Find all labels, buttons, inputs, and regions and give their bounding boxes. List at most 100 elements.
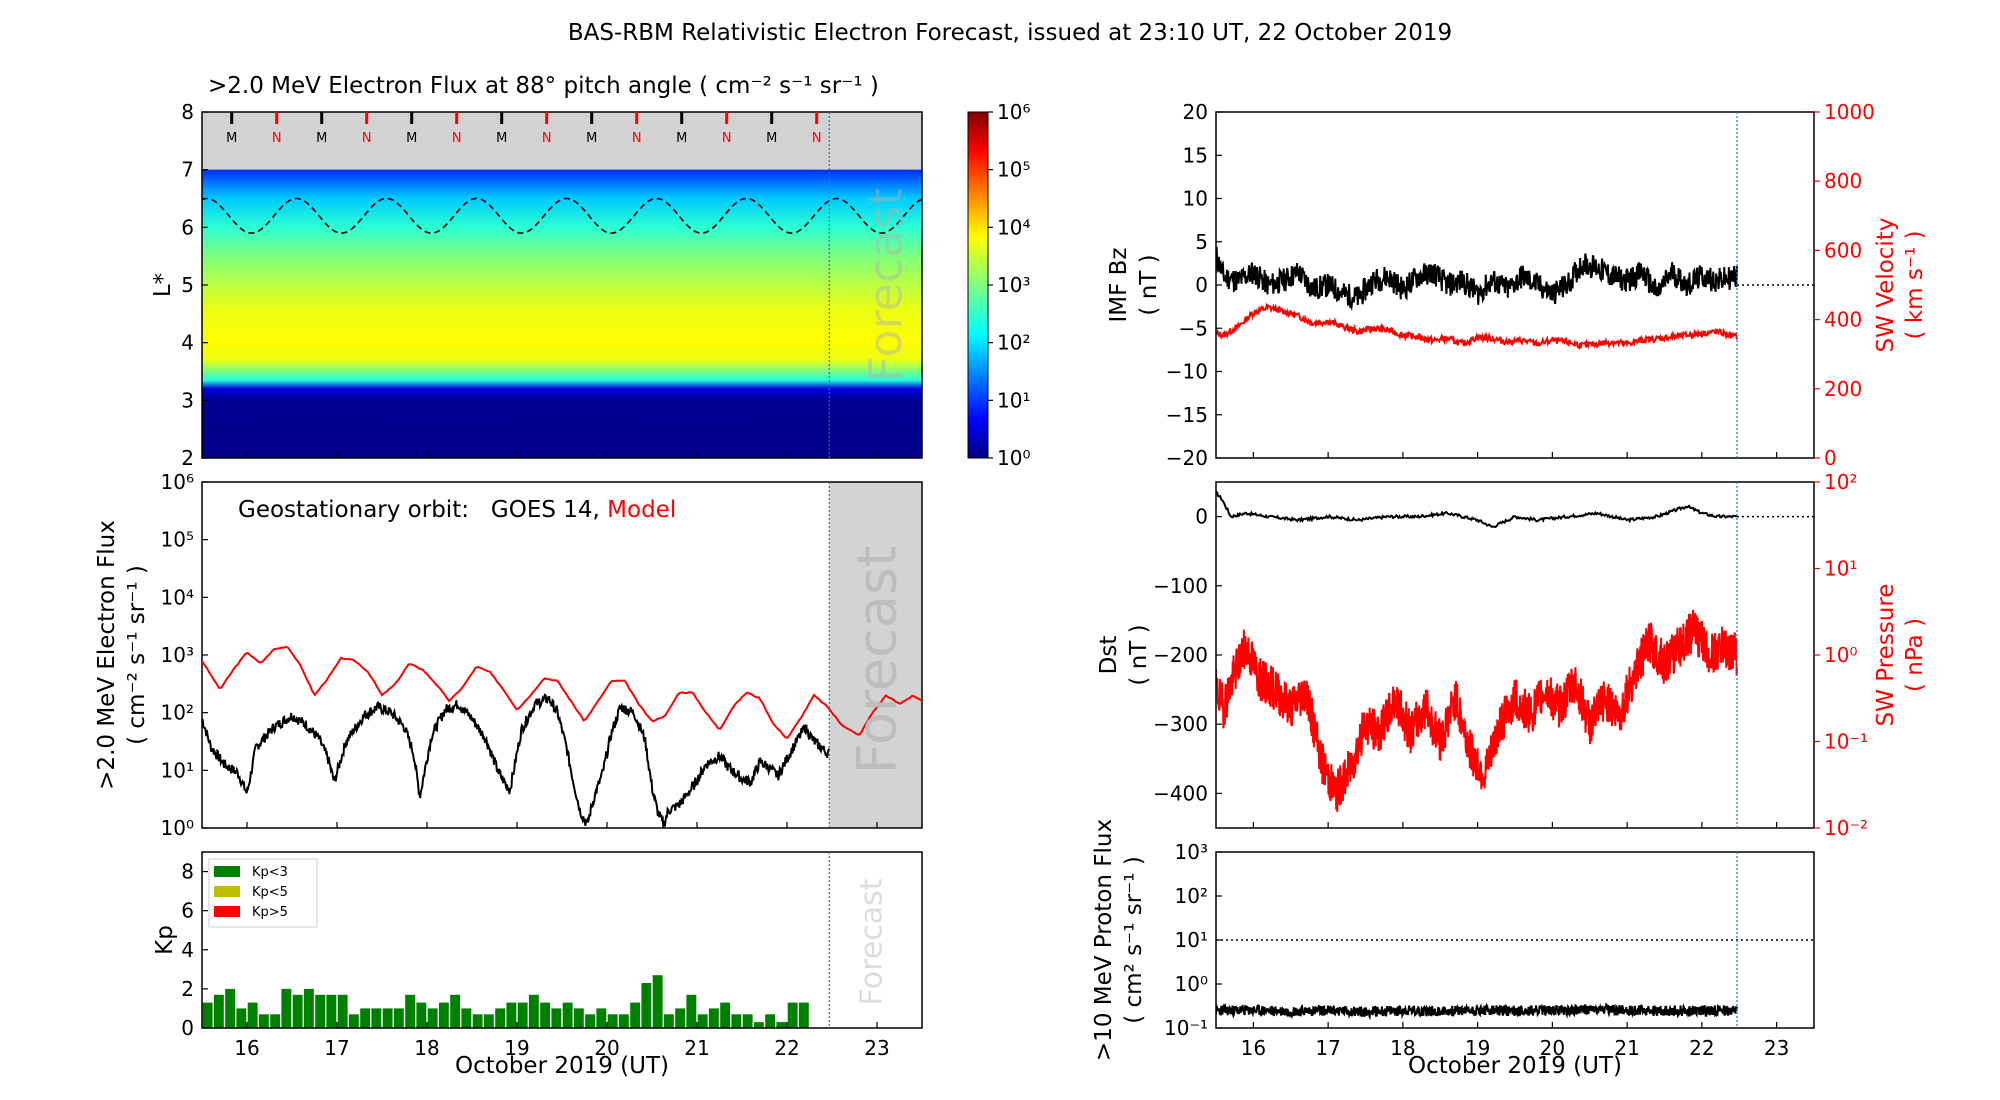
kp-bar [720, 1003, 730, 1028]
kp-bar [383, 1008, 393, 1028]
kp-bar [709, 1008, 719, 1028]
kp-bar [596, 1008, 606, 1028]
kp-bar [630, 1003, 640, 1028]
dst-ylabel-1: Dst [1096, 636, 1122, 675]
sw-pressure-ylabel-1: SW Pressure [1873, 584, 1899, 727]
kp-bar [326, 995, 336, 1028]
kp-bar [788, 1003, 798, 1028]
kp-bars [203, 975, 809, 1028]
kp-bar [416, 1003, 426, 1028]
flux-map-ytick-label: 7 [181, 158, 194, 182]
imf-ytick-label: −20 [1166, 446, 1208, 470]
geo-flux-ylabel-2: ( cm⁻² s⁻¹ sr⁻¹ ) [124, 565, 150, 745]
mlt-label: N [542, 131, 552, 146]
kp-ytick-label: 4 [181, 938, 194, 962]
kp-legend-swatch-1 [214, 866, 240, 877]
kp-bar [394, 1008, 404, 1028]
mlt-label: M [676, 131, 687, 146]
kp-xtick-label: 17 [324, 1036, 349, 1060]
geo-flux-ytick-label: 10³ [161, 643, 194, 667]
geo-flux-ytick-label: 10⁶ [161, 470, 194, 494]
proton-flux-line [1216, 1004, 1737, 1016]
kp-ytick-label: 2 [181, 977, 194, 1001]
xaxis-label-right: October 2019 (UT) [1408, 1053, 1622, 1079]
kp-bar [551, 1008, 561, 1028]
mlt-label: M [226, 131, 237, 146]
kp-xtick-label: 16 [234, 1036, 259, 1060]
sw-velocity-line [1216, 306, 1737, 349]
mlt-label: N [632, 131, 642, 146]
flux-map-ytick-label: 2 [181, 446, 194, 470]
imf-ytick-label: −5 [1179, 316, 1208, 340]
colorbar-tick-label: 10⁶ [997, 100, 1030, 124]
kp-bar [619, 1014, 629, 1028]
dst-ytick-label: −200 [1153, 643, 1208, 667]
proton-xtick-label: 23 [1764, 1036, 1789, 1060]
kp-bar [473, 1014, 483, 1028]
sw-velocity-ytick-label: 600 [1824, 238, 1862, 262]
geo-flux-legend: Geostationary orbit: GOES 14, Model [238, 497, 676, 523]
figure: BAS-RBM Relativistic Electron Forecast, … [0, 0, 2000, 1100]
kp-legend-swatch-3 [214, 906, 240, 917]
proton-xtick-label: 17 [1315, 1036, 1340, 1060]
kp-ytick-label: 6 [181, 899, 194, 923]
kp-bar [315, 995, 325, 1028]
kp-legend-label-2: Kp<5 [252, 885, 288, 900]
sw-pressure-ytick-label: 10⁰ [1824, 643, 1857, 667]
dst-ylabel-2: ( nT ) [1126, 624, 1152, 685]
mlt-label: N [272, 131, 282, 146]
sw-velocity-ylabel-2: ( km s⁻¹ ) [1902, 231, 1928, 340]
sw-velocity-ytick-label: 400 [1824, 308, 1862, 332]
kp-bar [225, 989, 235, 1028]
sw-pressure-ytick-label: 10⁻² [1824, 816, 1868, 840]
mlt-label: M [406, 131, 417, 146]
kp-bar [371, 1008, 381, 1028]
kp-bar [281, 989, 291, 1028]
kp-bar [259, 1014, 269, 1028]
dst-ytick-label: −400 [1153, 781, 1208, 805]
imf-ytick-label: 0 [1195, 273, 1208, 297]
dst-ticks: −400 −300 −200 −100 0 10⁻² 10⁻¹ 10⁰ 10¹ 10² [1153, 470, 1868, 840]
kp-bar [405, 995, 415, 1028]
kp-bar [675, 1008, 685, 1028]
kp-bar [236, 1008, 246, 1028]
sw-pressure-ylabel-2: ( nPa ) [1902, 618, 1928, 692]
dst-line [1216, 491, 1737, 527]
kp-bar [270, 1014, 280, 1028]
mlt-label: N [812, 131, 822, 146]
kp-bar [653, 975, 663, 1028]
geo-flux-ytick-label: 10² [161, 701, 194, 725]
figure-title: BAS-RBM Relativistic Electron Forecast, … [568, 20, 1452, 46]
dst-ytick-label: −300 [1153, 712, 1208, 736]
legend-prefix: Geostationary orbit: GOES 14, [238, 497, 607, 523]
mlt-label: M [766, 131, 777, 146]
kp-bar [248, 1003, 258, 1028]
flux-map-ytick-label: 5 [181, 273, 194, 297]
kp-bar [349, 1014, 359, 1028]
colorbar-tick-label: 10² [997, 331, 1030, 355]
proton-xtick-label: 16 [1241, 1036, 1266, 1060]
imf-ytick-label: −15 [1166, 403, 1208, 427]
imf-ytick-label: −10 [1166, 360, 1208, 384]
geo-flux-ytick-label: 10⁵ [161, 528, 194, 552]
proton-ytick-label: 10⁻¹ [1164, 1016, 1208, 1040]
proton-xtick-label: 22 [1689, 1036, 1714, 1060]
kp-bar [338, 995, 348, 1028]
kp-bar [506, 1003, 516, 1028]
colorbar-tick-label: 10⁵ [997, 158, 1030, 182]
kp-bar [754, 1022, 764, 1028]
geo-flux-ytick-label: 10⁴ [161, 585, 194, 609]
forecast-watermark-3: Forecast [855, 878, 890, 1005]
flux-map-title: >2.0 MeV Electron Flux at 88° pitch angl… [208, 73, 879, 99]
kp-bar [540, 1003, 550, 1028]
kp-bar [518, 1003, 528, 1028]
kp-bar [293, 995, 303, 1028]
kp-bar [585, 1014, 595, 1028]
xaxis-label-left: October 2019 (UT) [455, 1053, 669, 1079]
kp-xtick-label: 23 [864, 1036, 889, 1060]
kp-bar [608, 1014, 618, 1028]
kp-bar [495, 1008, 505, 1028]
proton-ytick-label: 10¹ [1175, 928, 1208, 952]
flux-map-ytick-label: 8 [181, 100, 194, 124]
kp-bar [698, 1014, 708, 1028]
